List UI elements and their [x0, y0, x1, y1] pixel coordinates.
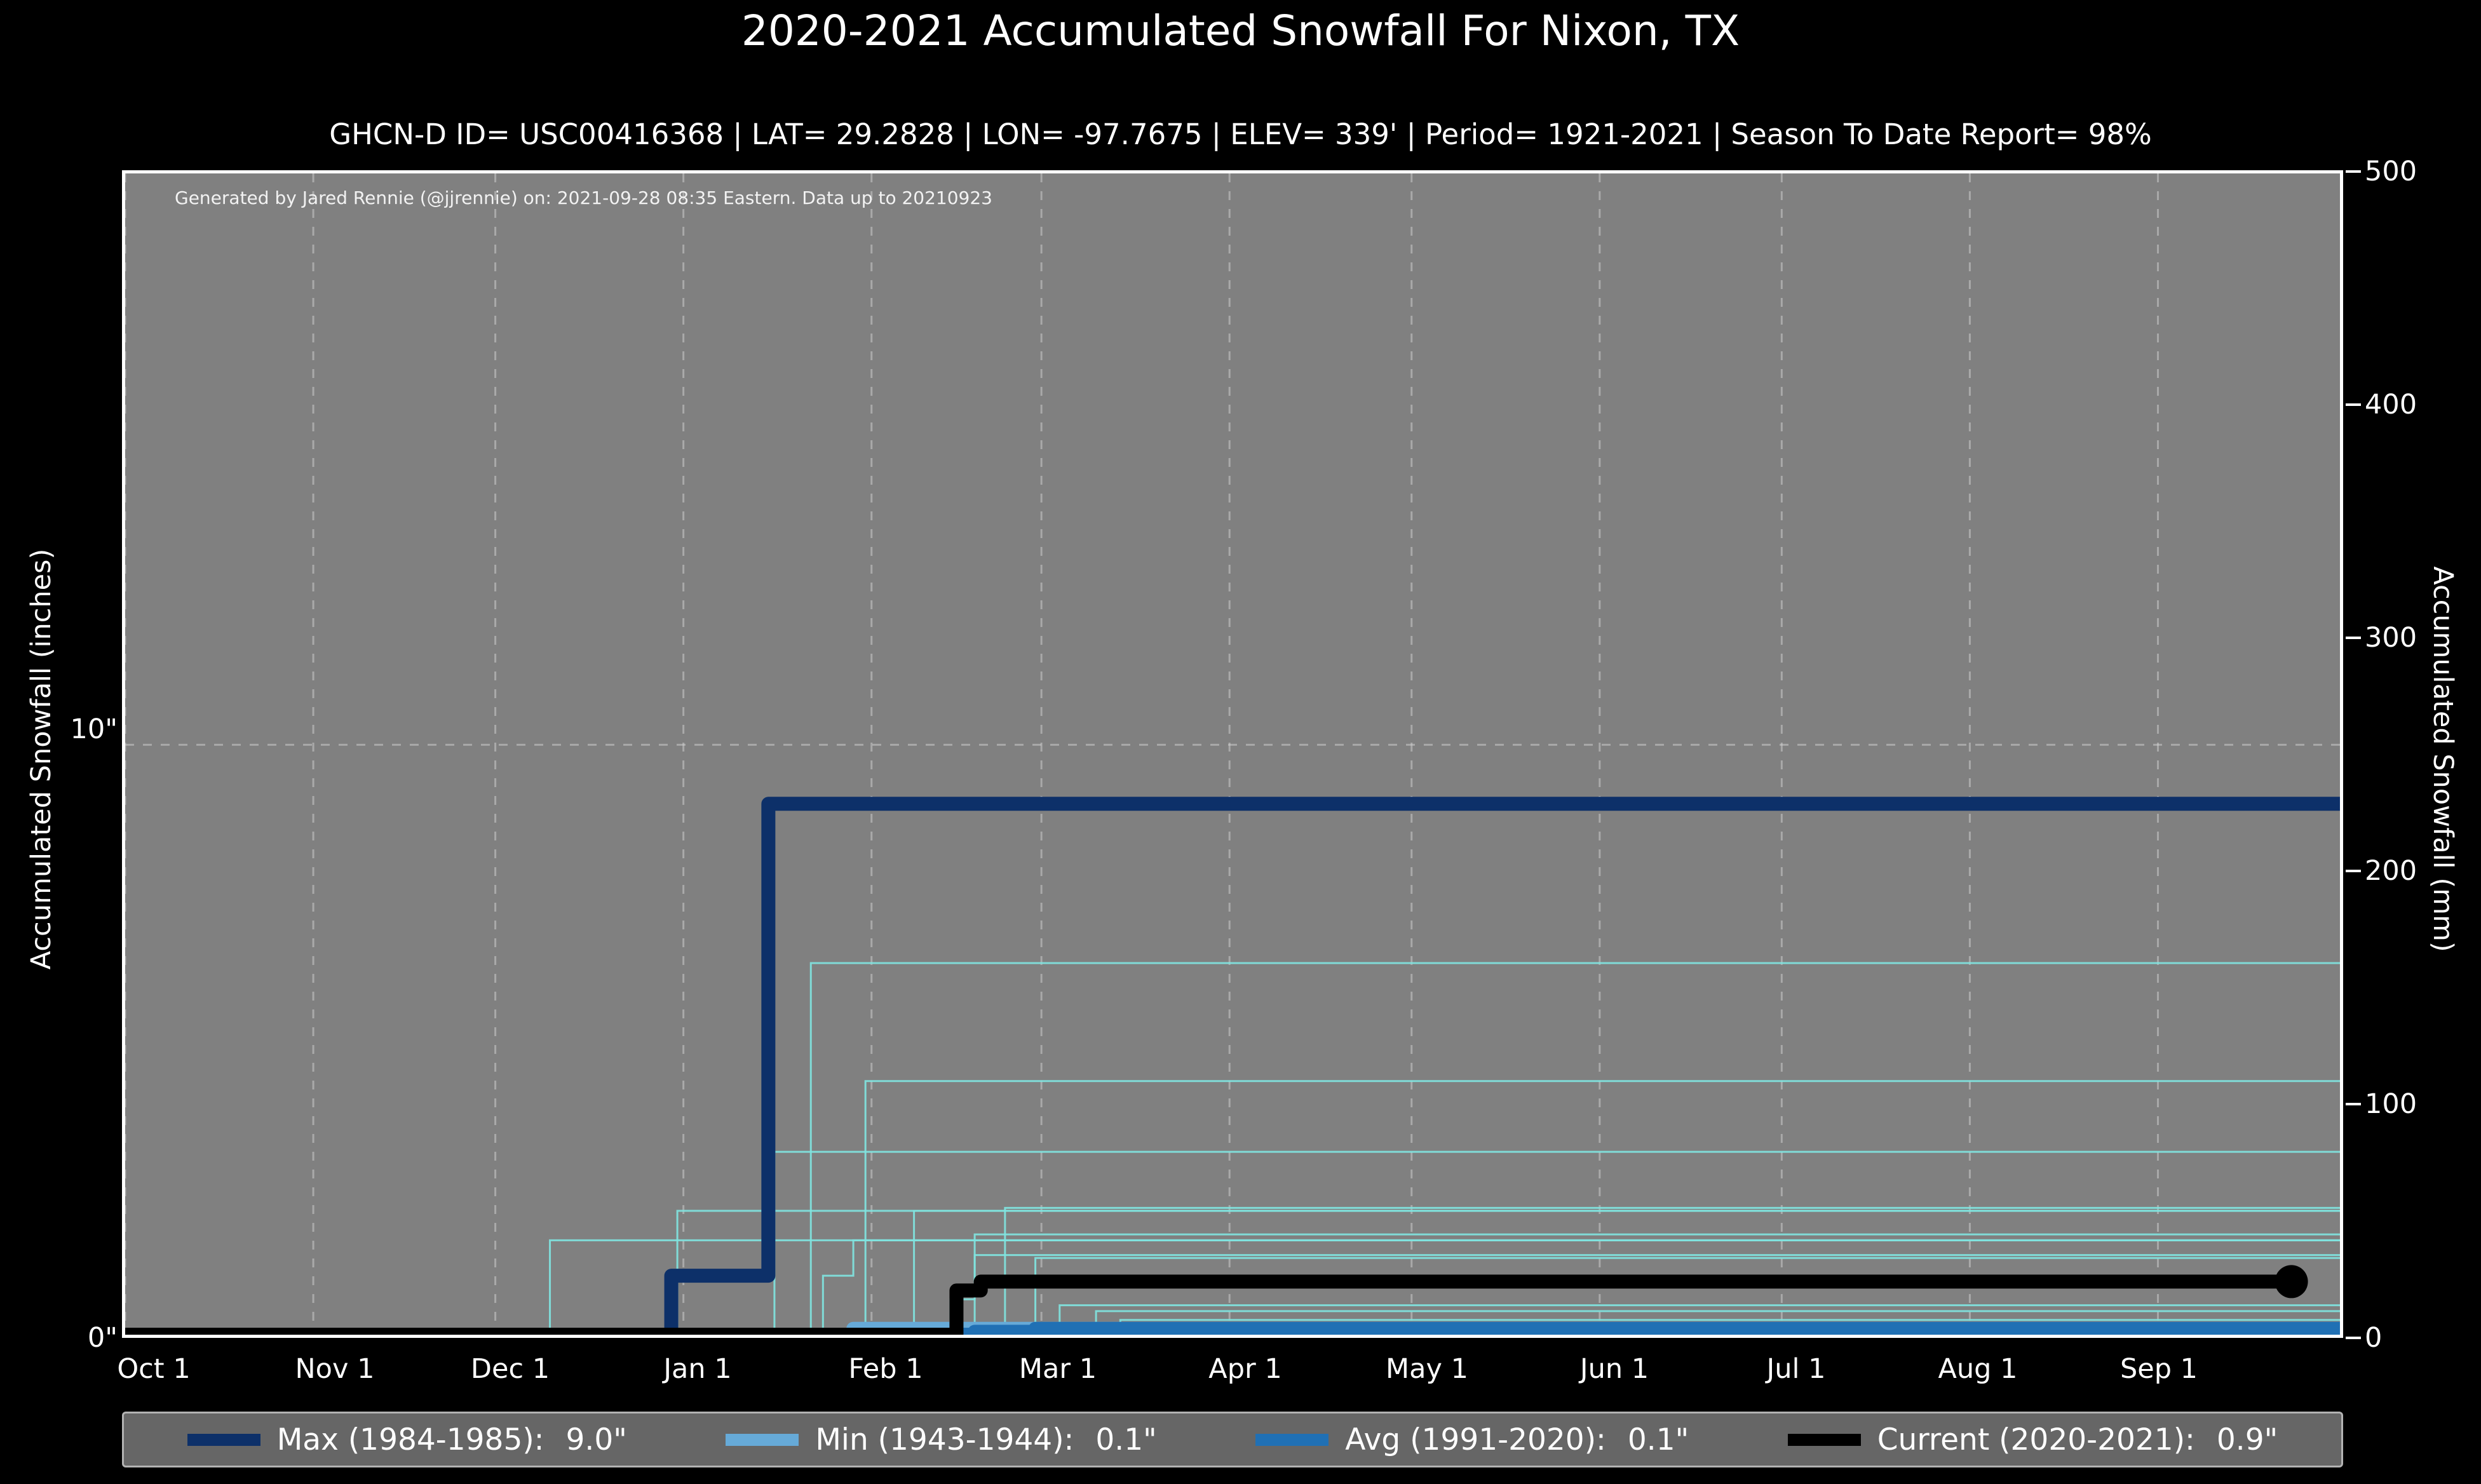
- x-tick-jan: Jan 1: [663, 1353, 732, 1385]
- y-axis-label-right: Accumulated Snowfall (mm): [2427, 566, 2459, 952]
- historical-years: [125, 962, 2340, 1335]
- x-tick-apr: Apr 1: [1208, 1353, 1282, 1385]
- y-tick-mark-right-200: [2346, 870, 2361, 872]
- page-title: 2020-2021 Accumulated Snowfall For Nixon…: [741, 6, 1740, 55]
- plot-area: Generated by Jared Rennie (@jjrennie) on…: [122, 170, 2343, 1338]
- legend-entry-current[interactable]: Current (2020-2021): 0.9": [1787, 1422, 2278, 1457]
- y-tick-mark-right-100: [2346, 1103, 2361, 1105]
- x-tick-dec: Dec 1: [470, 1353, 550, 1385]
- legend-value-max: 9.0": [565, 1422, 627, 1457]
- legend-label-avg: Avg (1991-2020):: [1345, 1422, 1606, 1457]
- generated-by-credit: Generated by Jared Rennie (@jjrennie) on…: [175, 187, 992, 208]
- y-tick-mark-right-500: [2346, 170, 2361, 173]
- chart-canvas: [125, 173, 2340, 1335]
- y-tick-mark-right-300: [2346, 637, 2361, 639]
- legend-label-max: Max (1984-1985):: [276, 1422, 544, 1457]
- y-tick-mark-right-0: [2346, 1337, 2361, 1339]
- x-tick-feb: Feb 1: [848, 1353, 923, 1385]
- legend-entry-max[interactable]: Max (1984-1985): 9.0": [187, 1422, 627, 1457]
- x-tick-aug: Aug 1: [1938, 1353, 2018, 1385]
- y-tick-right-0: 0: [2365, 1322, 2383, 1354]
- x-tick-jun: Jun 1: [1579, 1353, 1649, 1385]
- grid-lines: [125, 173, 2340, 1335]
- chart-legend: Max (1984-1985): 9.0" Min (1943-1944): 0…: [122, 1412, 2343, 1467]
- plot-inner: Generated by Jared Rennie (@jjrennie) on…: [125, 173, 2340, 1335]
- legend-swatch-min: [726, 1433, 799, 1446]
- y-tick-right-100: 100: [2365, 1088, 2417, 1120]
- y-tick-right-200: 200: [2365, 855, 2417, 887]
- legend-swatch-avg: [1255, 1433, 1329, 1446]
- legend-value-current: 0.9": [2216, 1422, 2278, 1457]
- legend-swatch-max: [187, 1433, 260, 1446]
- legend-swatch-current: [1787, 1433, 1861, 1446]
- x-tick-mar: Mar 1: [1018, 1353, 1097, 1385]
- legend-label-min: Min (1943-1944):: [815, 1422, 1074, 1457]
- legend-value-min: 0.1": [1095, 1422, 1157, 1457]
- y-tick-right-400: 400: [2365, 389, 2417, 421]
- x-tick-sep: Sep 1: [2119, 1353, 2198, 1385]
- x-tick-may: May 1: [1386, 1353, 1468, 1385]
- y-tick-right-300: 300: [2365, 622, 2417, 654]
- y-tick-right-500: 500: [2365, 156, 2417, 187]
- legend-entry-avg[interactable]: Avg (1991-2020): 0.1": [1255, 1422, 1689, 1457]
- legend-value-avg: 0.1": [1627, 1422, 1689, 1457]
- data-series: [125, 797, 2340, 1335]
- chart-subtitle: GHCN-D ID= USC00416368 | LAT= 29.2828 | …: [329, 118, 2152, 151]
- x-tick-oct: Oct 1: [117, 1353, 191, 1385]
- y-tick-left-10in: 10": [70, 713, 118, 745]
- x-tick-nov: Nov 1: [295, 1353, 375, 1385]
- legend-label-current: Current (2020-2021):: [1877, 1422, 2195, 1457]
- y-tick-left-0in: 0": [87, 1322, 118, 1354]
- x-tick-jul: Jul 1: [1766, 1353, 1826, 1385]
- y-tick-mark-right-400: [2346, 403, 2361, 406]
- y-axis-label-left: Accumulated Snowfall (inches): [25, 548, 57, 970]
- legend-entry-min[interactable]: Min (1943-1944): 0.1": [726, 1422, 1157, 1457]
